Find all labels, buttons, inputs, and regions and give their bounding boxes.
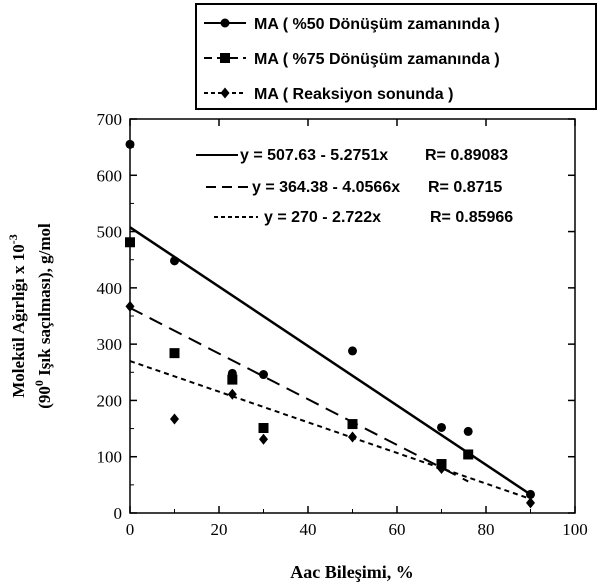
svg-text:Molekül Ağırlığı x 10-3: Molekül Ağırlığı x 10-3 <box>6 234 28 397</box>
data-point-series-3 <box>348 432 357 443</box>
y-tick-label: 600 <box>97 166 123 185</box>
x-tick-label: 0 <box>126 520 135 539</box>
x-axis-label: Aac Bileşimi, % <box>290 562 414 582</box>
data-point-series-3 <box>170 414 179 425</box>
x-tick-label: 60 <box>389 520 406 539</box>
x-tick-label: 100 <box>562 520 588 539</box>
y-axis-label: Molekül Ağırlığı x 10-3 (900 Işık saçılm… <box>6 223 54 409</box>
fit-r-value-3: R= 0.85966 <box>430 209 513 226</box>
fit-line-series-2 <box>130 308 468 482</box>
data-point-series-3 <box>526 497 535 508</box>
legend-label-series-1: MA ( %50 Dönüşüm zamanında ) <box>254 16 500 33</box>
data-point-series-1 <box>464 427 473 436</box>
data-point-series-1 <box>348 346 357 355</box>
y-axis-label-line2-pre: (90 <box>35 386 54 409</box>
y-axis-label-exponent: -3 <box>6 234 20 244</box>
y-tick-label: 400 <box>97 279 123 298</box>
fit-equation-2: y = 364.38 - 4.0566x <box>252 179 400 196</box>
y-axis-label-main: Molekül Ağırlığı x 10 <box>9 244 28 397</box>
y-tick-label: 300 <box>97 335 123 354</box>
legend-marker-series-2 <box>220 53 230 63</box>
legend-label-series-2: MA ( %75 Dönüşüm zamanında ) <box>254 51 500 68</box>
data-point-series-1 <box>170 256 179 265</box>
fit-equation-1: y = 507.63 - 5.2751x <box>240 147 388 164</box>
y-tick-label: 500 <box>97 223 123 242</box>
data-point-series-2 <box>348 419 358 429</box>
data-point-series-2 <box>170 348 180 358</box>
data-point-series-2 <box>259 423 269 433</box>
data-point-series-3 <box>259 434 268 445</box>
data-point-series-1 <box>259 370 268 379</box>
svg-text:(900 Işık saçılması), g/mol: (900 Işık saçılması), g/mol <box>32 223 54 409</box>
data-point-series-1 <box>437 423 446 432</box>
y-tick-label: 700 <box>97 110 123 129</box>
y-tick-label: 0 <box>114 504 123 523</box>
fit-equations: y = 507.63 - 5.2751x R= 0.89083 y = 364.38… <box>196 147 513 226</box>
fit-equation-3: y = 270 - 2.722x <box>264 209 381 226</box>
fit-r-value-2: R= 0.8715 <box>428 179 502 196</box>
x-tick-label: 40 <box>300 520 317 539</box>
y-tick-label: 100 <box>97 448 123 467</box>
data-point-series-2 <box>463 449 473 459</box>
data-point-series-2 <box>125 237 135 247</box>
x-tick-label: 20 <box>211 520 228 539</box>
axis-ticks: 0 20 40 60 80 100 0 100 200 300 400 500 600 700 <box>97 110 588 539</box>
data-point-series-1 <box>126 140 135 149</box>
y-tick-label: 200 <box>97 391 123 410</box>
x-tick-label: 80 <box>478 520 495 539</box>
data-point-series-2 <box>227 375 237 385</box>
y-axis-label-line2-post: Işık saçılması), g/mol <box>35 223 54 380</box>
legend-marker-series-1 <box>221 19 230 28</box>
fit-r-value-1: R= 0.89083 <box>425 147 508 164</box>
legend-label-series-3: MA ( Reaksiyon sonunda ) <box>254 86 453 103</box>
